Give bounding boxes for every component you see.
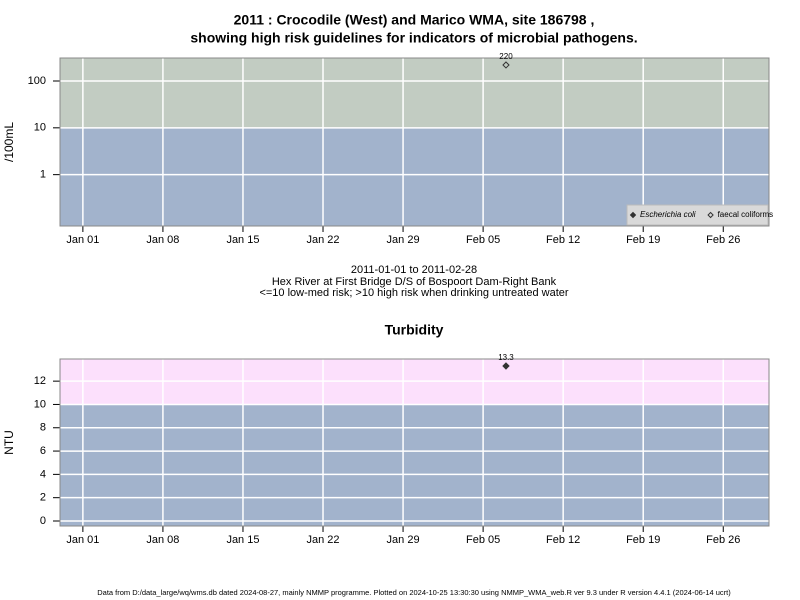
x-tick-label: Feb 26 xyxy=(706,234,740,246)
x-tick-label: Jan 08 xyxy=(146,534,179,546)
y-tick-label: 1 xyxy=(40,169,46,181)
legend-marker xyxy=(707,211,714,219)
x-tick-label: Feb 12 xyxy=(546,234,580,246)
x-tick-label: Feb 19 xyxy=(626,234,660,246)
x-tick-label: Jan 15 xyxy=(226,234,259,246)
caption: 2011-01-01 to 2011-02-28 xyxy=(351,264,477,276)
legend-label: Escherichia coli xyxy=(640,210,696,219)
x-tick-label: Jan 29 xyxy=(387,234,420,246)
x-tick-label: Feb 19 xyxy=(626,534,660,546)
y-tick-label: 10 xyxy=(34,398,46,410)
y-tick-label: 6 xyxy=(40,445,46,457)
x-tick-label: Feb 12 xyxy=(546,534,580,546)
legend-label: faecal coliforms xyxy=(718,210,774,219)
chart-title: Turbidity xyxy=(385,322,444,338)
data-label: 13.3 xyxy=(498,353,514,362)
x-tick-label: Jan 29 xyxy=(387,534,420,546)
data-label: 220 xyxy=(499,52,513,61)
x-tick-label: Feb 26 xyxy=(706,534,740,546)
risk-band-high xyxy=(60,58,769,128)
x-tick-label: Jan 15 xyxy=(226,534,259,546)
plot-frame xyxy=(59,57,770,227)
footer: Data from D:/data_large/wq/wms.db dated … xyxy=(97,588,731,597)
y-tick-label: 10 xyxy=(34,122,46,134)
caption: <=10 low-med risk; >10 high risk when dr… xyxy=(259,287,568,299)
chart-title: showing high risk guidelines for indicat… xyxy=(190,30,637,46)
data-point xyxy=(502,362,510,370)
x-tick-label: Jan 08 xyxy=(146,234,179,246)
x-tick-label: Jan 22 xyxy=(307,534,340,546)
caption: Hex River at First Bridge D/S of Bospoor… xyxy=(272,276,557,288)
chart-title: 2011 : Crocodile (West) and Marico WMA, … xyxy=(234,12,595,28)
y-tick-label: 4 xyxy=(40,468,46,480)
x-tick-label: Jan 01 xyxy=(66,234,99,246)
y-tick-label: 12 xyxy=(34,375,46,387)
x-tick-label: Feb 05 xyxy=(466,534,500,546)
y-tick-label: 2 xyxy=(40,492,46,504)
y-tick-label: 0 xyxy=(40,515,46,527)
y-axis-title: /100mL xyxy=(2,122,16,162)
x-tick-label: Jan 22 xyxy=(307,234,340,246)
y-axis-title: NTU xyxy=(2,430,16,455)
x-tick-label: Jan 01 xyxy=(66,534,99,546)
data-point xyxy=(502,61,510,69)
plot-frame xyxy=(59,358,770,527)
y-tick-label: 100 xyxy=(28,75,46,87)
legend-marker xyxy=(629,211,637,219)
y-tick-label: 8 xyxy=(40,422,46,434)
x-tick-label: Feb 05 xyxy=(466,234,500,246)
risk-band-low xyxy=(60,404,769,526)
legend-box xyxy=(626,204,769,226)
